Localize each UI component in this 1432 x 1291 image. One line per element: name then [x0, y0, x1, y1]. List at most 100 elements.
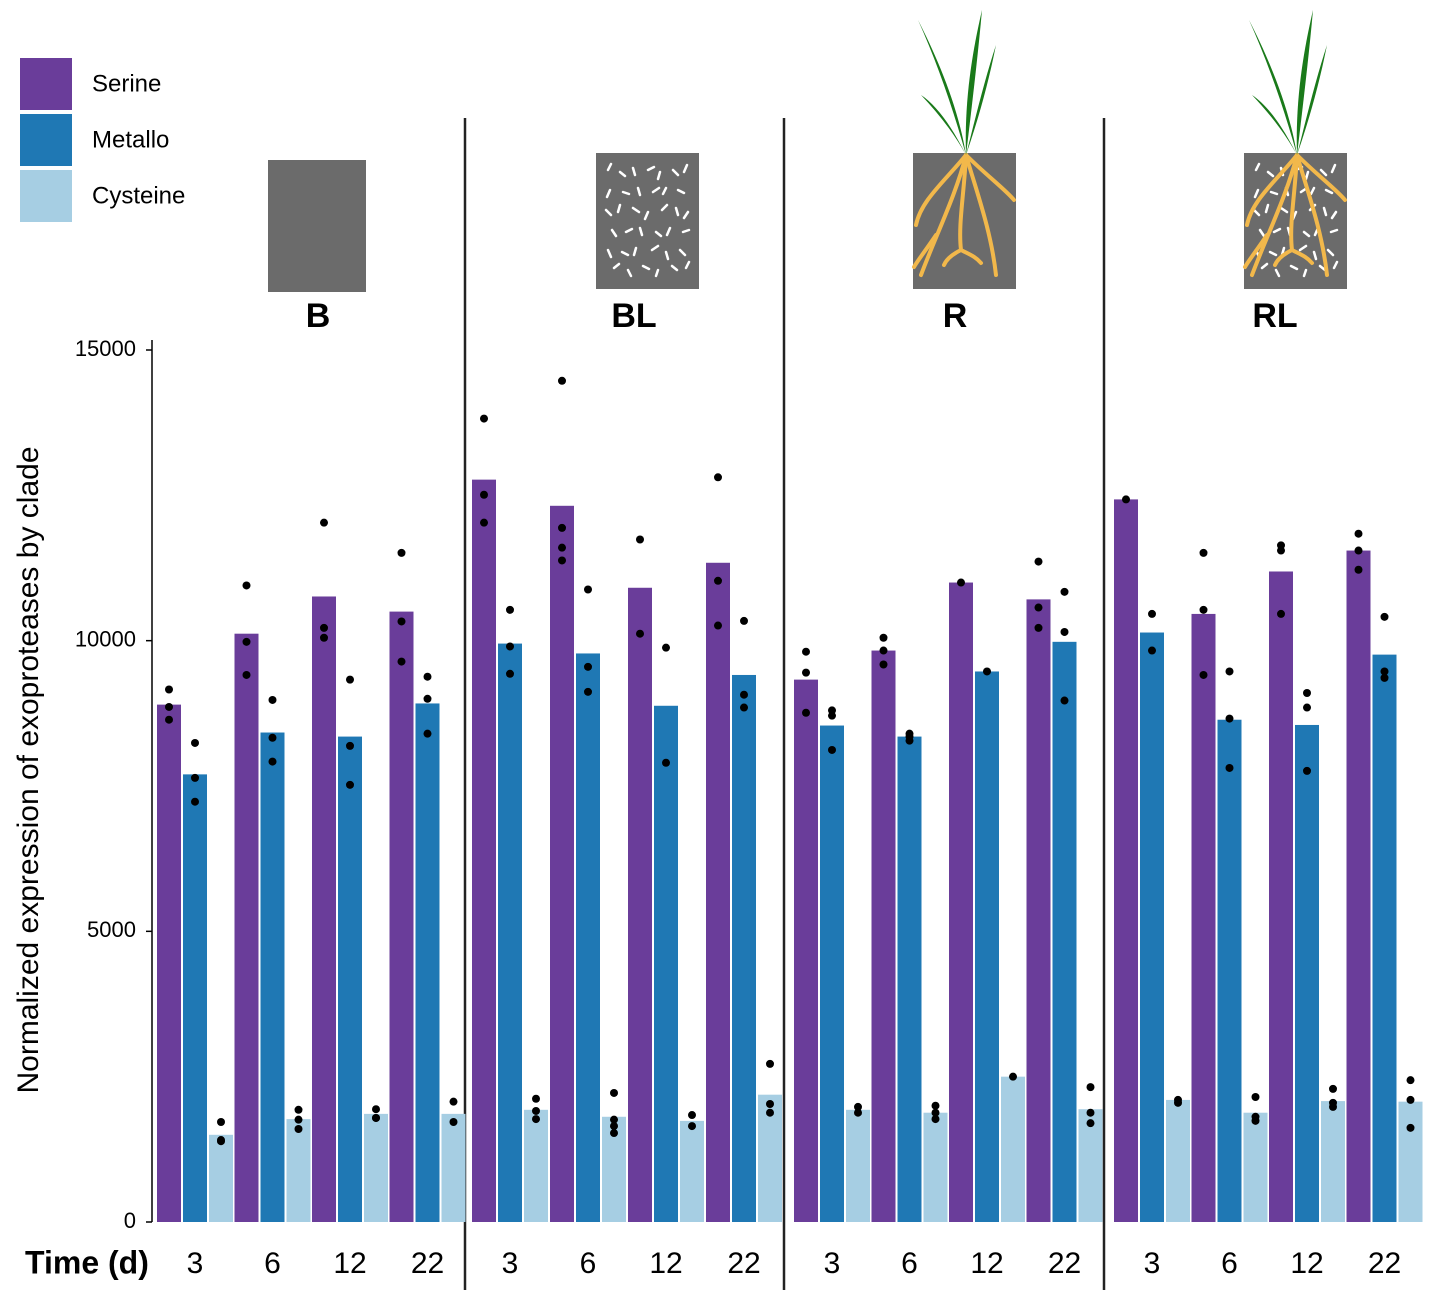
- bar: [1218, 720, 1242, 1222]
- replicate-point: [372, 1105, 380, 1113]
- x-tick-label: 22: [727, 1247, 760, 1280]
- bar: [872, 651, 896, 1222]
- replicate-point: [1407, 1096, 1415, 1104]
- replicate-point: [1087, 1119, 1095, 1127]
- replicate-point: [1174, 1099, 1182, 1107]
- replicate-point: [558, 524, 566, 532]
- replicate-point: [532, 1095, 540, 1103]
- replicate-point: [1226, 764, 1234, 772]
- bar: [1399, 1102, 1423, 1222]
- replicate-point: [558, 556, 566, 564]
- replicate-point: [584, 663, 592, 671]
- replicate-point: [558, 544, 566, 552]
- replicate-point: [1355, 547, 1363, 555]
- replicate-point: [480, 519, 488, 527]
- bar: [680, 1121, 704, 1222]
- x-tick-label: 3: [187, 1247, 204, 1280]
- x-tick-label: 6: [264, 1247, 281, 1280]
- replicate-point: [320, 634, 328, 642]
- bar: [390, 612, 414, 1222]
- bar: [261, 733, 285, 1222]
- replicate-point: [880, 647, 888, 655]
- icon-bulk: [268, 160, 366, 292]
- replicate-point: [1407, 1124, 1415, 1132]
- replicate-point: [802, 709, 810, 717]
- x-tick-label: 22: [1368, 1247, 1401, 1280]
- x-tick-label: 3: [824, 1247, 841, 1280]
- page: {"chart_data": { "type": "bar", "y_label…: [0, 0, 1432, 1291]
- replicate-point: [714, 473, 722, 481]
- replicate-point: [1381, 613, 1389, 621]
- replicate-point: [802, 669, 810, 677]
- replicate-point: [243, 671, 251, 679]
- replicate-point: [828, 746, 836, 754]
- replicate-point: [802, 648, 810, 656]
- bar: [898, 737, 922, 1222]
- replicate-point: [424, 673, 432, 681]
- bar: [1140, 633, 1164, 1222]
- bar: [1295, 725, 1319, 1222]
- legend-label: Cysteine: [92, 182, 185, 209]
- replicate-point: [584, 586, 592, 594]
- bar: [654, 706, 678, 1222]
- replicate-point: [320, 519, 328, 527]
- replicate-point: [532, 1107, 540, 1115]
- replicate-point: [714, 622, 722, 630]
- bar: [209, 1135, 233, 1222]
- bar: [706, 563, 730, 1222]
- replicate-point: [880, 661, 888, 669]
- replicate-point: [714, 577, 722, 585]
- replicate-point: [1226, 715, 1234, 723]
- legend-label: Metallo: [92, 126, 169, 153]
- replicate-point: [1122, 495, 1130, 503]
- replicate-point: [243, 581, 251, 589]
- replicate-point: [191, 774, 199, 782]
- bar: [550, 506, 574, 1222]
- bar: [157, 705, 181, 1222]
- replicate-point: [1009, 1073, 1017, 1081]
- replicate-point: [828, 712, 836, 720]
- replicate-point: [1407, 1076, 1415, 1084]
- replicate-point: [1087, 1109, 1095, 1117]
- replicate-point: [1148, 610, 1156, 618]
- replicate-point: [1303, 704, 1311, 712]
- replicate-point: [191, 739, 199, 747]
- x-tick-label: 12: [649, 1247, 682, 1280]
- facet-label: R: [943, 297, 968, 335]
- replicate-point: [480, 415, 488, 423]
- replicate-point: [1061, 697, 1069, 705]
- x-tick-label: 12: [333, 1247, 366, 1280]
- replicate-point: [165, 703, 173, 711]
- replicate-point: [269, 734, 277, 742]
- x-axis-title: Time (d): [25, 1244, 149, 1280]
- replicate-point: [906, 737, 914, 745]
- replicate-point: [1087, 1083, 1095, 1091]
- replicate-point: [932, 1115, 940, 1123]
- replicate-point: [1303, 767, 1311, 775]
- bar: [498, 644, 522, 1222]
- bar: [524, 1110, 548, 1222]
- replicate-point: [1200, 606, 1208, 614]
- replicate-point: [346, 742, 354, 750]
- replicate-point: [584, 688, 592, 696]
- replicate-point: [217, 1118, 225, 1126]
- x-tick-label: 3: [1144, 1247, 1161, 1280]
- replicate-point: [983, 667, 991, 675]
- bar: [576, 653, 600, 1222]
- replicate-point: [480, 491, 488, 499]
- replicate-point: [1252, 1117, 1260, 1125]
- replicate-point: [506, 606, 514, 614]
- replicate-point: [1277, 547, 1285, 555]
- bar: [1053, 642, 1077, 1222]
- replicate-point: [740, 691, 748, 699]
- replicate-point: [1061, 628, 1069, 636]
- replicate-point: [1355, 566, 1363, 574]
- replicate-point: [740, 617, 748, 625]
- x-tick-label: 6: [901, 1247, 918, 1280]
- legend-swatch: [20, 114, 72, 166]
- bar: [338, 737, 362, 1222]
- replicate-point: [346, 781, 354, 789]
- replicate-point: [424, 730, 432, 738]
- replicate-point: [1381, 674, 1389, 682]
- replicate-point: [1355, 530, 1363, 538]
